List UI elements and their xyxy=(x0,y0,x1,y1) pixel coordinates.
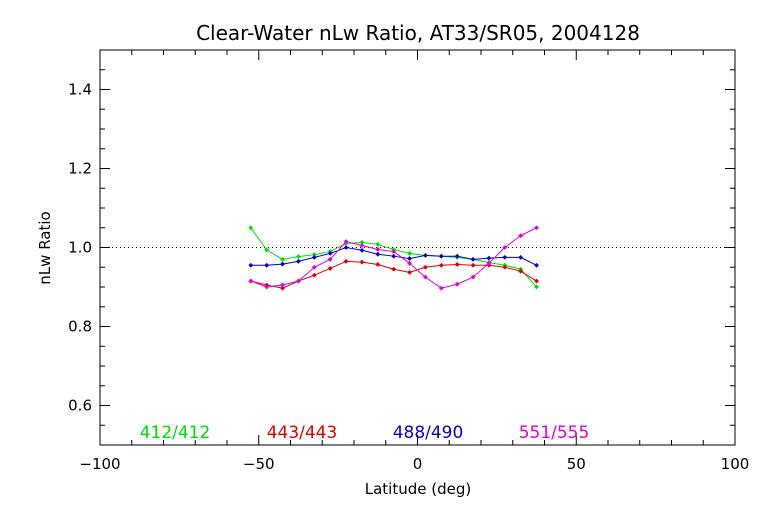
data-point xyxy=(470,262,476,268)
y-tick-label: 1.0 xyxy=(68,239,92,257)
legend-entry: 551/555 xyxy=(519,423,590,443)
data-point xyxy=(375,247,381,252)
y-tick-label: 1.4 xyxy=(68,81,92,99)
data-point xyxy=(311,272,317,278)
data-point xyxy=(296,278,301,284)
data-point xyxy=(407,269,412,275)
data-point xyxy=(486,260,492,266)
data-point xyxy=(280,261,285,267)
x-tick-label: −100 xyxy=(79,455,120,473)
data-point xyxy=(407,251,412,256)
data-point xyxy=(327,251,333,256)
y-tick-label: 0.6 xyxy=(68,397,92,415)
data-point xyxy=(407,260,412,266)
x-tick-label: 100 xyxy=(721,455,750,473)
plot-frame xyxy=(99,49,736,446)
x-axis-label: Latitude (deg) xyxy=(365,480,471,498)
y-axis-label: nLw Ratio xyxy=(36,211,54,284)
chart-title: Clear-Water nLw Ratio, AT33/SR05, 200412… xyxy=(196,21,640,45)
data-point xyxy=(264,284,270,290)
data-point xyxy=(518,233,524,239)
series-layer xyxy=(248,225,539,291)
x-tick-label: 0 xyxy=(413,455,423,473)
data-point xyxy=(423,264,428,270)
data-point xyxy=(296,258,301,264)
data-point xyxy=(534,225,539,231)
x-tick-label: 50 xyxy=(567,455,586,473)
data-point xyxy=(248,225,254,231)
data-point xyxy=(534,284,539,290)
data-point xyxy=(248,262,254,268)
data-point xyxy=(438,262,444,268)
data-point xyxy=(264,247,270,253)
x-axis-ticks: −100 −50 0 50 100 xyxy=(79,50,749,473)
data-point xyxy=(359,239,365,245)
data-point xyxy=(534,262,539,268)
data-point xyxy=(359,259,365,265)
data-point xyxy=(248,278,254,284)
y-axis-ticks: 0.6 0.8 1.0 1.2 1.4 xyxy=(68,49,735,446)
data-point xyxy=(454,262,460,267)
y-tick-label: 0.8 xyxy=(68,318,92,336)
data-point xyxy=(280,285,285,291)
data-point xyxy=(502,245,508,250)
data-point xyxy=(438,285,444,291)
legend-entry: 412/412 xyxy=(140,423,211,443)
series-551-555 xyxy=(248,225,539,291)
data-point xyxy=(502,254,508,260)
data-point xyxy=(311,264,317,270)
data-point xyxy=(375,241,381,247)
x-tick-label: −50 xyxy=(243,455,275,473)
data-point xyxy=(327,256,333,262)
data-point xyxy=(343,245,349,250)
legend-entry: 488/490 xyxy=(393,423,464,443)
series-line xyxy=(250,260,537,289)
legend-entry: 443/443 xyxy=(267,423,338,443)
data-point xyxy=(359,243,365,248)
data-point xyxy=(423,252,428,258)
data-point xyxy=(502,264,508,270)
data-point xyxy=(423,274,428,280)
data-point xyxy=(518,254,524,260)
data-point xyxy=(454,281,460,287)
legend: 412/412 443/443 488/490 551/555 xyxy=(140,423,590,443)
data-point xyxy=(391,253,397,259)
series-488-490 xyxy=(248,245,539,268)
data-point xyxy=(454,253,460,259)
data-point xyxy=(391,266,397,272)
data-point xyxy=(534,278,539,284)
data-point xyxy=(343,258,349,264)
data-point xyxy=(470,274,476,280)
data-point xyxy=(375,251,381,257)
data-point xyxy=(359,247,365,253)
data-point xyxy=(343,239,349,244)
data-point xyxy=(470,256,476,262)
data-point xyxy=(438,253,444,259)
data-point xyxy=(486,255,492,261)
data-point xyxy=(280,282,285,288)
data-point xyxy=(391,249,397,254)
data-point xyxy=(264,262,270,268)
data-point xyxy=(518,268,524,274)
data-point xyxy=(375,262,381,267)
data-point xyxy=(280,256,285,262)
data-point xyxy=(311,254,317,260)
data-point xyxy=(296,254,301,260)
y-tick-label: 1.2 xyxy=(68,160,92,178)
data-point xyxy=(407,256,412,261)
data-point xyxy=(327,266,333,271)
